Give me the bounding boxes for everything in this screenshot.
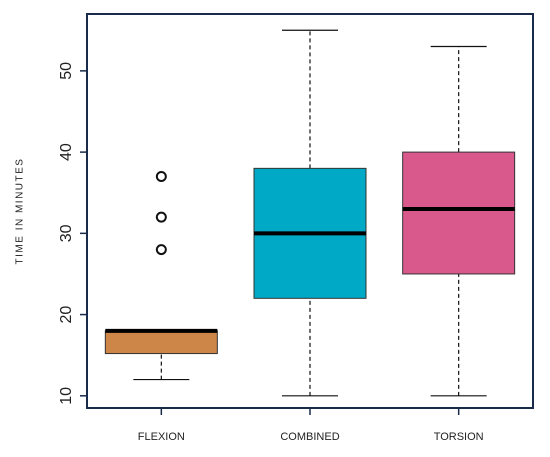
outlier bbox=[155, 244, 167, 256]
y-tick-label: 10 bbox=[58, 387, 75, 405]
x-tick-label: FLEXION bbox=[138, 431, 185, 443]
y-tick-label: 40 bbox=[58, 143, 75, 161]
x-tick-label: COMBINED bbox=[280, 431, 339, 443]
y-tick-label: 50 bbox=[58, 62, 75, 80]
outlier bbox=[155, 211, 167, 223]
x-tick-label: TORSION bbox=[434, 431, 484, 443]
box bbox=[104, 330, 218, 355]
y-axis-label: TIME IN MINUTES bbox=[15, 158, 26, 265]
y-tick-label: 20 bbox=[58, 306, 75, 324]
outlier bbox=[155, 170, 167, 182]
y-tick-label: 30 bbox=[58, 224, 75, 242]
box bbox=[402, 151, 516, 275]
